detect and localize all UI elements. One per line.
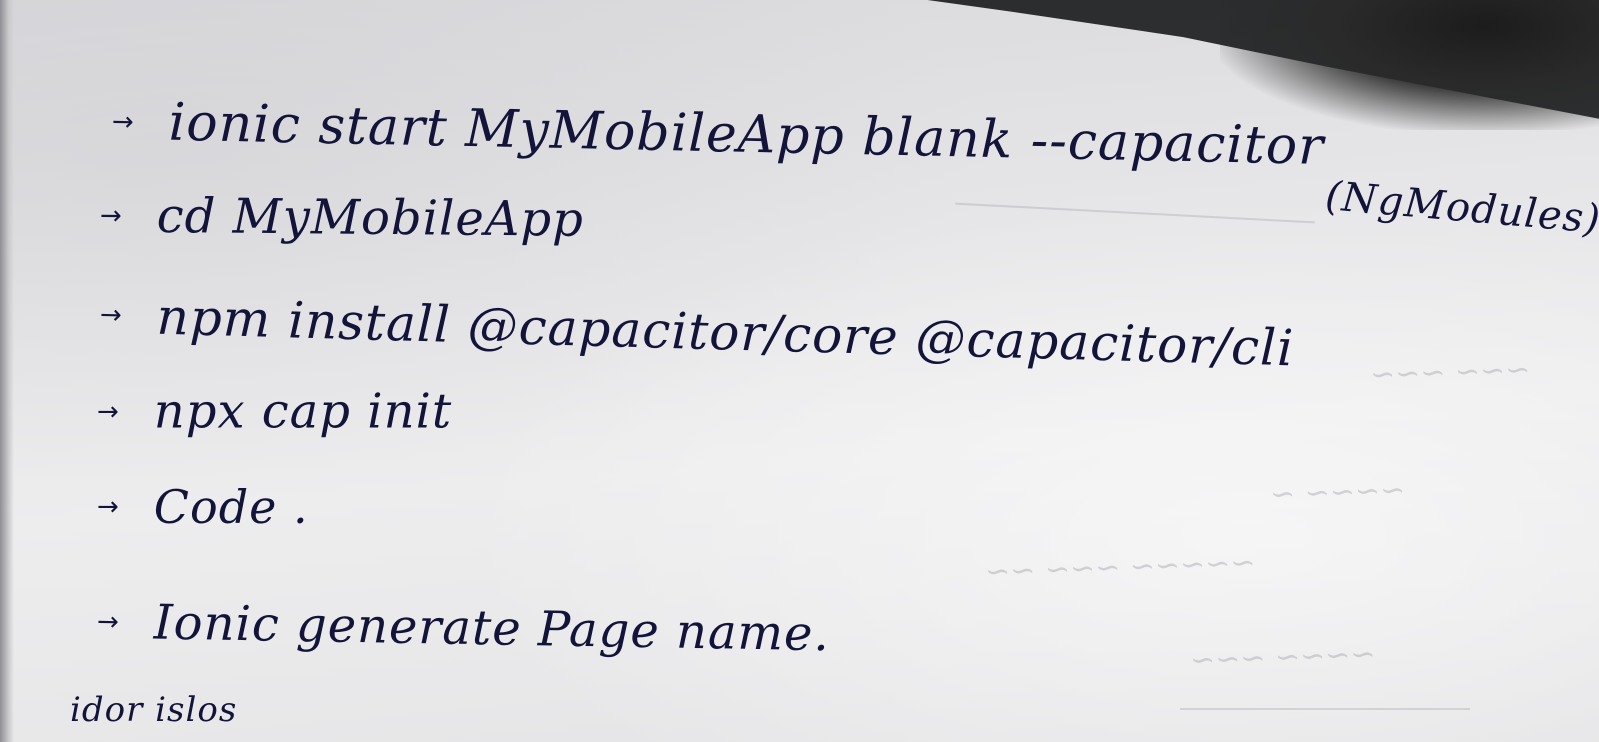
command-text: Code .: [153, 480, 309, 534]
command-text: ionic start MyMobileApp blank --capacito…: [168, 92, 1325, 177]
command-text: Ionic generate Page name.: [153, 594, 831, 663]
bleed-through-line: [1180, 708, 1470, 710]
bleed-through-text: ~~~~ ~~~: [1189, 636, 1377, 679]
background-shadow: [1220, 0, 1599, 130]
arrow-right-icon: →: [99, 200, 123, 231]
note-line-1: → ionic start MyMobileApp blank --capacit…: [111, 88, 1325, 177]
arrow-right-icon: →: [96, 606, 121, 637]
bleed-through-text: ~~~ ~~~: [1369, 352, 1531, 393]
note-line-5: → Code .: [97, 476, 309, 534]
bleed-through-text: ~~~~ ~: [1269, 472, 1406, 513]
note-line-4: → npx cap init: [97, 380, 452, 440]
arrow-right-icon: →: [97, 492, 120, 522]
command-text: cd MyMobileApp: [156, 187, 585, 248]
note-line-3: → npm install @capacitor/core @capacitor/…: [99, 282, 1295, 378]
note-line-2: → cd MyMobileApp: [100, 184, 584, 248]
arrow-right-icon: →: [111, 106, 136, 137]
command-text: npx cap init: [153, 383, 453, 440]
bleed-through-line: [955, 202, 1315, 224]
bleed-through-text: ~~~~~ ~~~ ~~: [984, 545, 1256, 590]
page-edge: [0, 0, 14, 742]
command-text: npm install @capacitor/core @capacitor/c…: [155, 287, 1295, 378]
arrow-right-icon: →: [99, 300, 124, 331]
note-line-6: → Ionic generate Page name.: [96, 590, 831, 663]
side-note: (NgModules): [1323, 173, 1599, 243]
partial-text-bottom: idor islos: [70, 690, 238, 730]
arrow-right-icon: →: [97, 396, 120, 427]
